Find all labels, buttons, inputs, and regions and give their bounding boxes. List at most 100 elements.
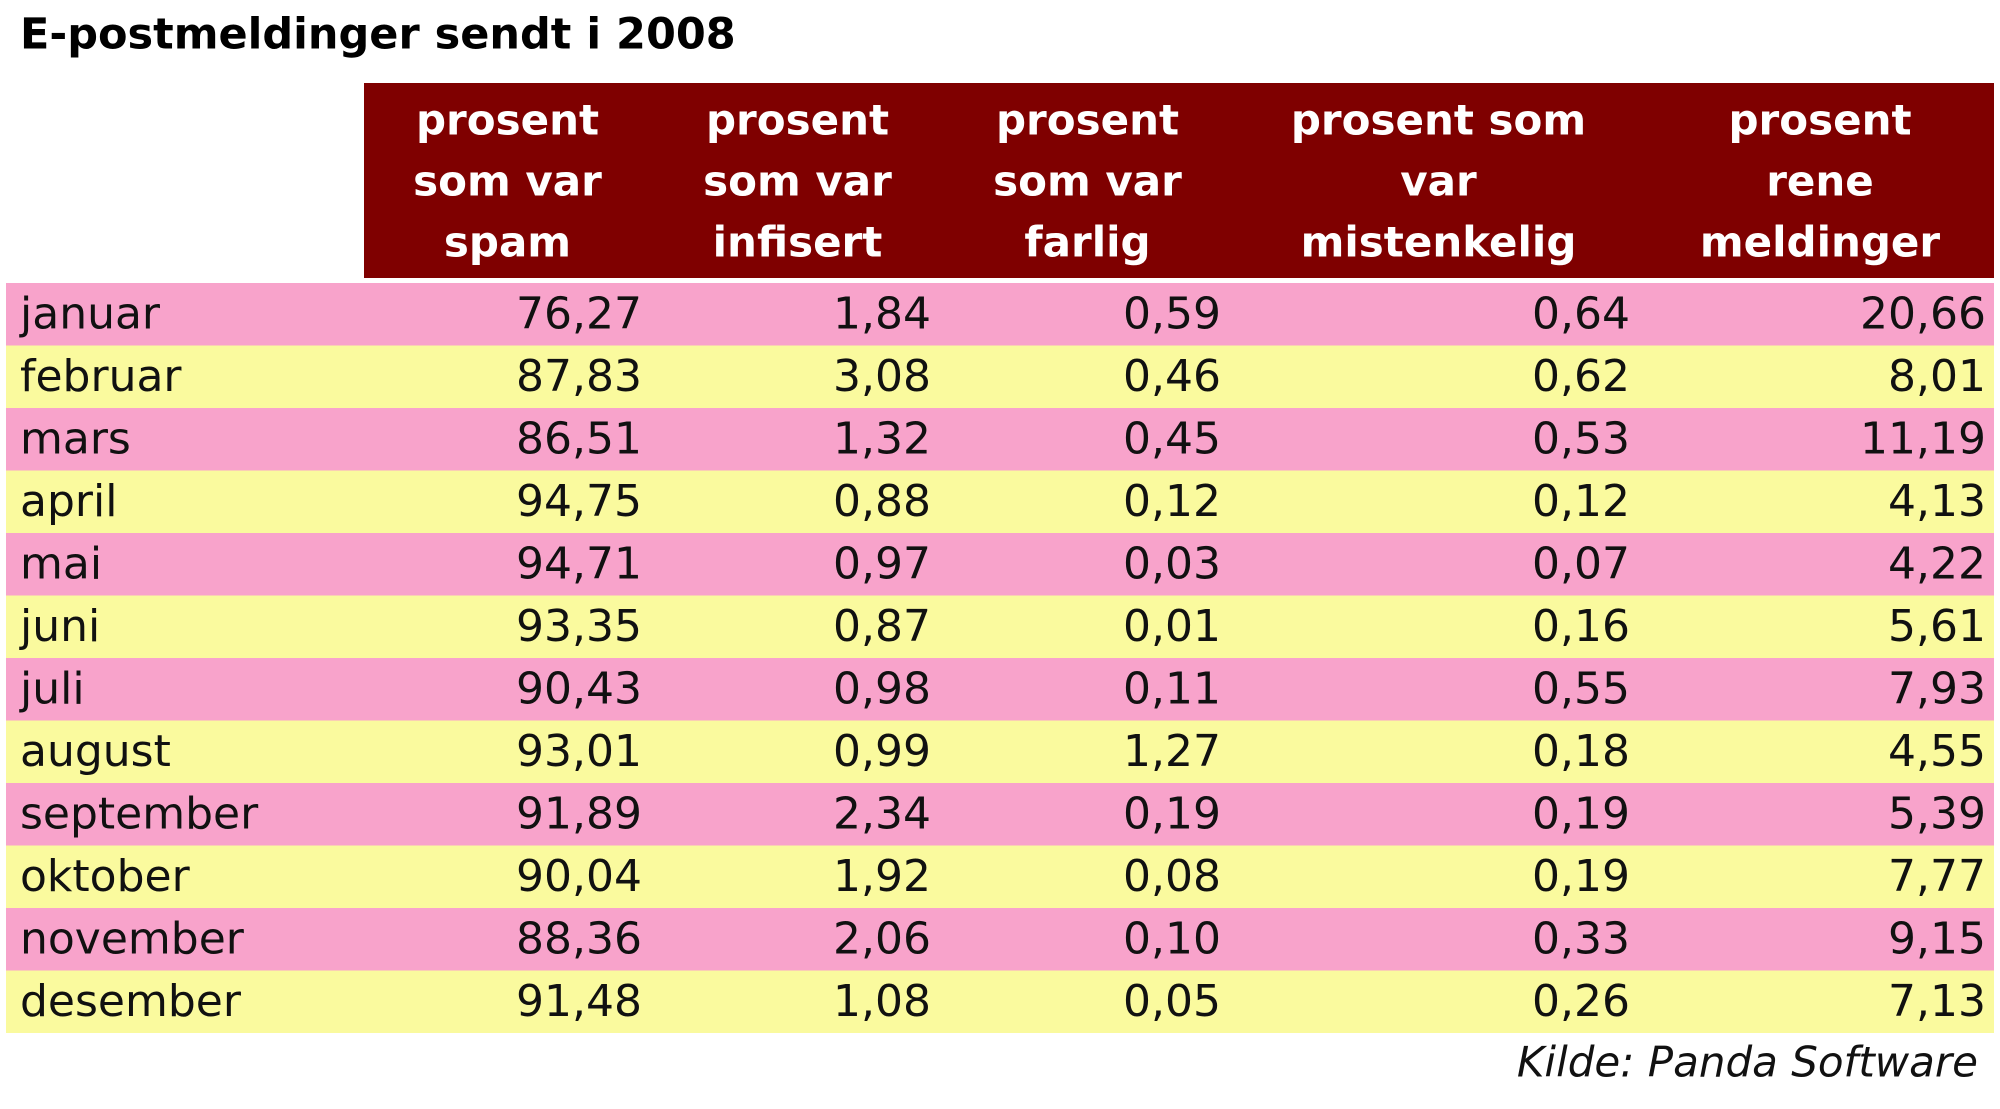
cell-value: 0,26: [1532, 976, 1630, 1027]
cell-value: 0,12: [1532, 476, 1630, 527]
cell-value: 20,66: [1860, 288, 1986, 339]
cell-value: 0,03: [1123, 538, 1221, 589]
cell-value: 0,16: [1532, 601, 1630, 652]
cell-value: 4,22: [1888, 538, 1986, 589]
cell-value: 0,19: [1532, 851, 1630, 902]
row-background: [6, 970, 1994, 1033]
row-label: desember: [20, 976, 242, 1027]
column-header: som var: [993, 157, 1182, 206]
cell-value: 0,19: [1123, 788, 1221, 839]
row-label: mars: [20, 413, 131, 464]
column-header: meldinger: [1700, 218, 1941, 267]
cell-value: 4,55: [1888, 726, 1986, 777]
column-header: prosent: [996, 96, 1179, 145]
cell-value: 0,62: [1532, 351, 1630, 402]
column-header: som var: [703, 157, 892, 206]
row-label: september: [20, 788, 259, 839]
cell-value: 90,04: [516, 851, 642, 902]
cell-value: 11,19: [1860, 413, 1986, 464]
cell-value: 1,32: [833, 413, 931, 464]
cell-value: 94,71: [516, 538, 642, 589]
row-label: mai: [20, 538, 102, 589]
column-header: prosent: [416, 96, 599, 145]
cell-value: 90,43: [516, 663, 642, 714]
cell-value: 87,83: [516, 351, 642, 402]
cell-value: 0,88: [833, 476, 931, 527]
cell-value: 5,61: [1888, 601, 1986, 652]
column-header: var: [1400, 157, 1477, 206]
cell-value: 0,33: [1532, 913, 1630, 964]
cell-value: 0,01: [1123, 601, 1221, 652]
row-background: [6, 720, 1994, 783]
cell-value: 0,45: [1123, 413, 1221, 464]
column-header: rene: [1766, 157, 1874, 206]
cell-value: 91,48: [516, 976, 642, 1027]
row-background: [6, 470, 1994, 533]
cell-value: 1,84: [833, 288, 931, 339]
cell-value: 0,10: [1123, 913, 1221, 964]
cell-value: 0,97: [833, 538, 931, 589]
row-label: juli: [19, 663, 85, 714]
row-label: januar: [19, 288, 161, 339]
cell-value: 7,77: [1888, 851, 1986, 902]
cell-value: 7,93: [1888, 663, 1986, 714]
row-label: juni: [19, 601, 100, 652]
cell-value: 0,53: [1532, 413, 1630, 464]
cell-value: 2,34: [833, 788, 931, 839]
cell-value: 76,27: [516, 288, 642, 339]
column-header: som var: [413, 157, 602, 206]
cell-value: 8,01: [1888, 351, 1986, 402]
source: Kilde: Panda Software: [1517, 1038, 1978, 1087]
row-background: [6, 408, 1994, 471]
row-label: april: [20, 476, 117, 527]
cell-value: 4,13: [1888, 476, 1986, 527]
row-label: august: [20, 726, 171, 777]
row-label: februar: [20, 351, 182, 402]
cell-value: 9,15: [1888, 913, 1986, 964]
cell-value: 86,51: [516, 413, 642, 464]
cell-value: 1,92: [833, 851, 931, 902]
column-header: prosent: [706, 96, 889, 145]
row-background: [6, 658, 1994, 721]
cell-value: 0,19: [1532, 788, 1630, 839]
row-label: oktober: [20, 851, 191, 902]
cell-value: 94,75: [516, 476, 642, 527]
cell-value: 0,98: [833, 663, 931, 714]
cell-value: 2,06: [833, 913, 931, 964]
cell-value: 0,64: [1532, 288, 1630, 339]
cell-value: 1,08: [833, 976, 931, 1027]
column-header: infisert: [713, 218, 883, 267]
cell-value: 88,36: [516, 913, 642, 964]
cell-value: 0,11: [1123, 663, 1221, 714]
cell-value: 0,12: [1123, 476, 1221, 527]
cell-value: 7,13: [1888, 976, 1986, 1027]
cell-value: 0,87: [833, 601, 931, 652]
cell-value: 93,35: [516, 601, 642, 652]
title: E-postmeldinger sendt i 2008: [20, 10, 736, 60]
row-background: [6, 595, 1994, 658]
cell-value: 0,46: [1123, 351, 1221, 402]
cell-value: 0,08: [1123, 851, 1221, 902]
cell-value: 3,08: [833, 351, 931, 402]
cell-value: 93,01: [516, 726, 642, 777]
header-background: [364, 83, 1994, 278]
cell-value: 0,99: [833, 726, 931, 777]
row-background: [6, 533, 1994, 596]
column-header: prosent: [1728, 96, 1911, 145]
row-background: [6, 908, 1994, 971]
cell-value: 0,05: [1123, 976, 1221, 1027]
cell-value: 0,55: [1532, 663, 1630, 714]
cell-value: 1,27: [1123, 726, 1221, 777]
cell-value: 0,07: [1532, 538, 1630, 589]
row-background: [6, 783, 1994, 846]
cell-value: 0,59: [1123, 288, 1221, 339]
column-header: mistenkelig: [1301, 218, 1577, 267]
row-background: [6, 283, 1994, 346]
column-header: farlig: [1024, 218, 1150, 267]
column-header: prosent som: [1291, 96, 1586, 145]
cell-value: 0,18: [1532, 726, 1630, 777]
column-header: spam: [444, 218, 571, 267]
cell-value: 91,89: [516, 788, 642, 839]
cell-value: 5,39: [1888, 788, 1986, 839]
